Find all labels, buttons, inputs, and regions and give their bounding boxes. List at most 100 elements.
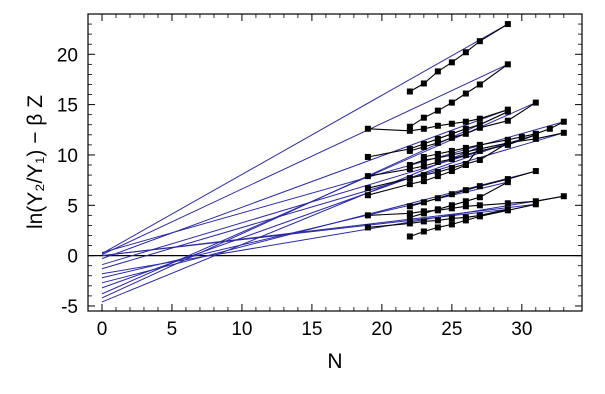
data-point <box>448 99 455 106</box>
data-point <box>420 163 427 170</box>
y-tick-label: 15 <box>57 96 78 117</box>
series-line <box>367 195 564 216</box>
data-point <box>504 108 511 115</box>
x-tick-label: 0 <box>97 319 108 340</box>
data-point <box>504 21 511 28</box>
data-point <box>448 151 455 158</box>
data-point <box>434 150 441 157</box>
data-point <box>462 214 469 221</box>
data-point <box>434 68 441 75</box>
data-point <box>504 117 511 124</box>
data-point <box>476 121 483 128</box>
data-point <box>448 59 455 66</box>
data-point <box>476 38 483 45</box>
data-point <box>434 217 441 224</box>
data-point <box>462 118 469 125</box>
fit-line <box>101 203 536 257</box>
data-point <box>448 155 455 162</box>
data-point <box>532 131 539 138</box>
data-point <box>476 143 483 150</box>
data-point <box>448 130 455 137</box>
y-tick-label: -5 <box>61 297 78 318</box>
data-point <box>560 118 567 125</box>
data-point <box>560 193 567 200</box>
data-point <box>532 201 539 208</box>
data-point <box>462 203 469 210</box>
data-point <box>364 173 371 180</box>
x-tick-label: 15 <box>301 319 322 340</box>
data-point <box>504 179 511 186</box>
data-point <box>406 233 413 240</box>
x-tick-label: 20 <box>371 319 392 340</box>
data-point <box>462 49 469 56</box>
data-point <box>462 151 469 158</box>
data-point <box>434 158 441 165</box>
data-point <box>434 135 441 142</box>
data-point <box>462 148 469 155</box>
data-point <box>448 221 455 228</box>
data-point <box>420 153 427 160</box>
data-point <box>364 224 371 231</box>
fit-line <box>101 23 509 255</box>
data-point <box>462 130 469 137</box>
data-point <box>420 114 427 121</box>
data-point <box>448 147 455 154</box>
data-point <box>504 139 511 146</box>
data-point <box>560 129 567 136</box>
x-tick-label: 30 <box>511 319 532 340</box>
series-line <box>423 121 565 158</box>
data-point <box>504 61 511 68</box>
data-point <box>406 181 413 188</box>
data-point <box>532 168 539 175</box>
x-tick-label: 10 <box>231 319 252 340</box>
y-axis-title: ln(Y₂/Y₁) − β Z <box>24 95 47 229</box>
data-point <box>420 156 427 163</box>
data-point <box>434 195 441 202</box>
data-point <box>448 215 455 222</box>
data-point <box>364 212 371 219</box>
fit-line <box>101 195 564 275</box>
data-point <box>476 202 483 209</box>
data-point <box>434 122 441 129</box>
data-point <box>504 207 511 214</box>
data-point <box>434 224 441 231</box>
data-point <box>420 125 427 132</box>
fit-line <box>101 142 508 289</box>
data-point <box>364 153 371 160</box>
data-point <box>406 175 413 182</box>
data-point <box>504 176 511 183</box>
data-point <box>532 135 539 142</box>
data-point <box>462 187 469 194</box>
x-tick-label: 25 <box>441 319 462 340</box>
data-point <box>532 198 539 205</box>
fit-line <box>101 146 481 303</box>
data-point <box>462 162 469 169</box>
data-point <box>476 194 483 201</box>
data-point <box>448 134 455 141</box>
data-point <box>546 125 553 132</box>
data-point <box>434 107 441 114</box>
data-point <box>406 147 413 154</box>
data-point <box>364 192 371 199</box>
data-point <box>406 88 413 95</box>
data-point <box>406 214 413 221</box>
data-point <box>420 228 427 235</box>
plot-area: 0 5 10 15 20 25 30 -5 0 5 10 15 20 <box>57 14 582 340</box>
data-point <box>406 162 413 169</box>
data-point <box>462 90 469 97</box>
data-point <box>420 172 427 179</box>
data-point <box>462 198 469 205</box>
data-point <box>364 125 371 132</box>
data-point <box>476 183 483 190</box>
data-point <box>420 208 427 215</box>
data-point <box>434 154 441 161</box>
data-point <box>420 218 427 225</box>
data-point <box>448 165 455 172</box>
y-tick-label: 10 <box>57 146 78 167</box>
data-point <box>504 136 511 143</box>
x-tick-label: 5 <box>167 319 178 340</box>
data-point <box>434 139 441 146</box>
data-point <box>476 147 483 154</box>
data-point <box>406 127 413 134</box>
data-point <box>406 123 413 130</box>
